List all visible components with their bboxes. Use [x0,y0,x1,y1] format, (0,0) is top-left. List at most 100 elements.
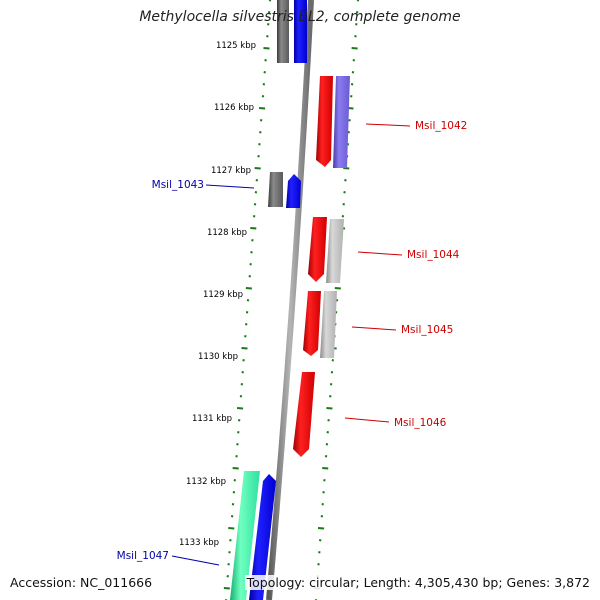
inner-tick [258,107,266,110]
outer-tick [351,71,355,74]
callout-line [357,251,403,256]
gene-arrow-msil-1045[interactable] [303,291,321,356]
gene-track [230,0,350,600]
outer-tick [341,215,345,218]
ruler-label: 1127 kbp [211,166,251,176]
inner-tick [237,431,240,434]
outer-tick [326,431,330,434]
ruler-label: 1130 kbp [198,352,238,362]
inner-tick [242,359,245,362]
inner-tick [231,503,235,506]
gene-arrow-blue[interactable] [294,0,307,63]
outer-tick [327,419,330,422]
gene-label-msil-1044[interactable]: Msil_1044 [407,249,460,261]
gene-arrow-purple[interactable] [333,76,350,168]
outer-tick [331,359,335,362]
outer-tick [329,395,332,398]
outer-tick [321,503,324,506]
outer-tick [324,455,328,458]
outer-tick [352,59,356,62]
gene-arrow-msil-1043[interactable] [286,174,301,208]
outer-tick [325,443,329,446]
outer-tick [350,95,353,98]
inner-tick [250,227,257,230]
outer-tick [351,47,358,50]
inner-tick [267,11,271,14]
inner-tick [226,575,230,578]
inner-tick [229,539,232,542]
inner-tick [262,83,266,86]
gene-arrow-darkgray[interactable] [277,0,289,63]
gene-arrow-gray-1[interactable] [326,219,344,283]
gene-arrow-msil-1044[interactable] [308,217,327,282]
inner-tick [258,143,261,146]
gene-label-msil-1043[interactable]: Msil_1043 [152,179,204,191]
inner-tick [252,215,256,218]
inner-tick [268,0,272,2]
inner-tick [235,455,238,458]
topology-summary: Topology: circular; Length: 4,305,430 bp… [244,575,592,590]
gene-arrow-gray-2[interactable] [320,291,337,358]
outer-tick [344,179,347,182]
ruler-label: 1129 kbp [203,290,243,300]
outer-tick [348,119,351,122]
outer-tick [343,167,350,170]
outer-tick [343,191,346,194]
gene-arrow-msil-1047[interactable] [230,471,260,600]
outer-tick [318,551,321,554]
outer-tick [355,23,358,26]
inner-tick [227,563,230,566]
outer-tick [317,563,320,566]
inner-tick [254,191,258,194]
inner-tick [230,515,234,518]
gene-arrow-msil-1042[interactable] [316,76,333,167]
inner-tick [246,299,250,302]
gene-label-msil-1042[interactable]: Msil_1042 [415,120,467,132]
outer-tick [329,383,333,386]
ruler-label: 1125 kbp [216,41,256,51]
callout-line [351,326,397,331]
gene-arrow-msil-1046[interactable] [293,372,315,457]
genome-title: Methylocella silvestris BL2, complete ge… [139,9,461,25]
ruler-label: 1128 kbp [207,228,247,238]
inner-tick [228,551,231,554]
inner-tick [263,47,270,50]
inner-tick [255,179,259,182]
outer-tick [320,515,324,518]
outer-tick [318,539,322,542]
outer-tick [322,491,325,494]
coordinate-ruler: 1125 kbp 1126 kbp 1127 kbp 1128 kbp 1129 kbp… [179,41,256,548]
ruler-label: 1132 kbp [186,477,226,487]
inner-tick [264,59,267,62]
ruler-label: 1133 kbp [179,538,219,548]
gene-label-msil-1045[interactable]: Msil_1045 [401,324,453,336]
inner-tick [259,131,262,134]
inner-tick [245,311,249,314]
outer-tick [323,479,326,482]
gene-label-msil-1046[interactable]: Msil_1046 [394,417,447,429]
inner-tick [244,323,248,326]
inner-tick [236,407,244,410]
gene-arrow-blue-bottom[interactable] [249,474,276,600]
inner-tick [244,335,247,338]
outer-tick [355,11,359,14]
inner-tick [236,443,239,446]
outer-tick [330,371,334,374]
ruler-label: 1131 kbp [192,414,232,424]
callout-line [365,123,411,127]
gene-arrow-msil-1043-neighbor[interactable] [268,172,283,207]
outer-tick [350,83,354,86]
inner-tick [266,35,269,38]
inner-tick [254,167,261,170]
outer-tick [342,203,345,206]
outer-tick [334,287,341,290]
outer-tick [317,527,325,530]
genome-backbone [266,0,314,600]
inner-tick [241,347,248,350]
gene-label-msil-1047[interactable]: Msil_1047 [117,550,169,562]
inner-tick [251,239,254,242]
inner-tick [261,95,265,98]
inner-tick [232,467,239,470]
